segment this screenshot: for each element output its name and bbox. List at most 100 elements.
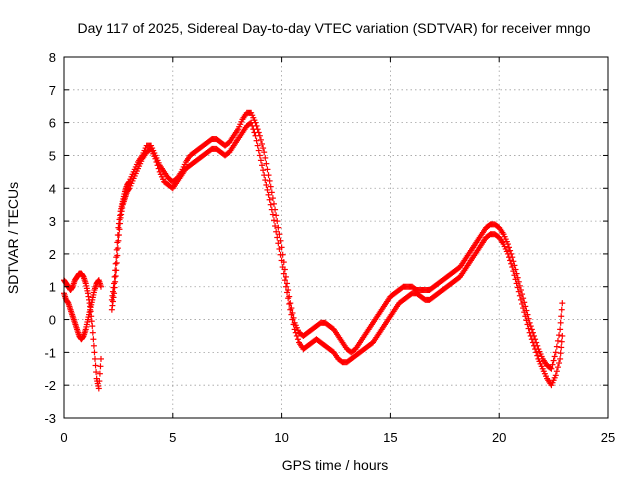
data-point bbox=[558, 306, 565, 313]
data-point bbox=[533, 339, 540, 346]
data-point bbox=[520, 295, 527, 302]
data-point bbox=[255, 147, 262, 154]
y-tick-label: 6 bbox=[49, 116, 56, 131]
data-point bbox=[264, 186, 271, 193]
data-point bbox=[97, 355, 104, 362]
data-point bbox=[517, 287, 524, 294]
y-ticks: -3 -2 -1 0 1 2 3 4 5 6 7 8 bbox=[44, 50, 608, 426]
y-tick-label: 1 bbox=[49, 280, 56, 295]
data-point bbox=[558, 313, 565, 320]
data-point bbox=[264, 166, 271, 173]
data-point bbox=[516, 282, 523, 289]
x-tick-label: 0 bbox=[60, 430, 67, 445]
data-point bbox=[548, 365, 555, 372]
data-point bbox=[522, 303, 529, 310]
data-point bbox=[550, 357, 557, 364]
data-point bbox=[259, 140, 266, 147]
y-tick-label: -3 bbox=[44, 411, 56, 426]
y-tick-label: 2 bbox=[49, 247, 56, 262]
data-point bbox=[507, 247, 514, 254]
data-point bbox=[267, 201, 274, 208]
x-tick-label: 5 bbox=[169, 430, 176, 445]
data-point bbox=[114, 232, 121, 239]
data-point bbox=[113, 254, 120, 261]
data-point bbox=[526, 319, 533, 326]
data-point bbox=[260, 145, 267, 152]
data-point bbox=[559, 300, 566, 307]
data-point bbox=[510, 258, 517, 265]
x-tick-label: 15 bbox=[383, 430, 397, 445]
data-point bbox=[263, 181, 270, 188]
data-point bbox=[515, 278, 522, 285]
data-point bbox=[269, 211, 276, 218]
x-axis-label: GPS time / hours bbox=[282, 457, 389, 473]
data-point bbox=[273, 212, 280, 219]
data-point bbox=[521, 299, 528, 306]
data-point bbox=[284, 280, 291, 287]
data-point bbox=[256, 132, 263, 139]
data-point bbox=[554, 337, 561, 344]
y-tick-label: 7 bbox=[49, 83, 56, 98]
data-point bbox=[524, 311, 531, 318]
data-point bbox=[270, 200, 277, 207]
data-point bbox=[267, 183, 274, 190]
data-point bbox=[253, 122, 260, 129]
x-ticks: 0 5 10 15 20 25 bbox=[60, 57, 615, 445]
data-point bbox=[282, 273, 289, 280]
data-point bbox=[266, 196, 273, 203]
data-point bbox=[287, 300, 294, 307]
data-point bbox=[276, 231, 283, 238]
data-point bbox=[508, 250, 515, 257]
data-point bbox=[288, 305, 295, 312]
data-point bbox=[286, 300, 293, 307]
data-point bbox=[253, 137, 260, 144]
data-point bbox=[113, 246, 120, 253]
data-point bbox=[286, 293, 293, 300]
data-point bbox=[293, 332, 300, 339]
data-point bbox=[514, 274, 521, 281]
data-point bbox=[551, 353, 558, 360]
data-point bbox=[281, 266, 288, 273]
y-tick-label: 0 bbox=[49, 313, 56, 328]
data-point bbox=[277, 237, 284, 244]
data-point bbox=[511, 262, 518, 269]
data-point bbox=[272, 223, 279, 230]
y-axis-label: SDTVAR / TECUs bbox=[5, 182, 21, 294]
data-point bbox=[274, 218, 281, 225]
data-point bbox=[282, 283, 289, 290]
data-point bbox=[113, 259, 120, 266]
x-tick-label: 20 bbox=[492, 430, 506, 445]
data-point bbox=[260, 167, 267, 174]
data-point bbox=[557, 326, 564, 333]
x-tick-label: 10 bbox=[274, 430, 288, 445]
data-point bbox=[547, 364, 554, 371]
data-point bbox=[556, 360, 563, 367]
data-point bbox=[268, 189, 275, 196]
data-point bbox=[559, 332, 566, 339]
data-point bbox=[96, 378, 103, 385]
data-point bbox=[257, 157, 264, 164]
y-tick-label: 4 bbox=[49, 181, 56, 196]
data-point bbox=[263, 160, 270, 167]
data-point bbox=[280, 259, 287, 266]
data-point bbox=[111, 280, 118, 287]
data-point bbox=[266, 177, 273, 184]
data-point bbox=[525, 315, 532, 322]
data-point bbox=[289, 309, 296, 316]
data-point bbox=[529, 329, 536, 336]
y-tick-label: 8 bbox=[49, 50, 56, 65]
plot-frame bbox=[63, 56, 609, 419]
data-point bbox=[512, 266, 519, 273]
data-point bbox=[532, 336, 539, 343]
data-point bbox=[90, 342, 97, 349]
data-point bbox=[275, 224, 282, 231]
data-point bbox=[89, 329, 96, 336]
data-point bbox=[261, 149, 268, 156]
data-point bbox=[91, 349, 98, 356]
data-point bbox=[556, 332, 563, 339]
data-point bbox=[552, 349, 559, 356]
data-point bbox=[269, 195, 276, 202]
data-point bbox=[549, 361, 556, 368]
data-point bbox=[528, 326, 535, 333]
data-point bbox=[92, 362, 99, 369]
